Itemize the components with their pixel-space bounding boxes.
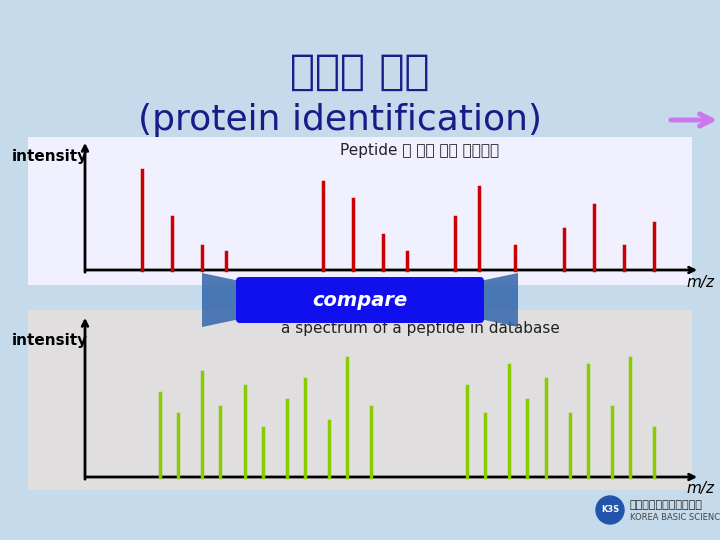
- Text: intensity: intensity: [12, 150, 88, 165]
- Text: intensity: intensity: [12, 333, 88, 348]
- Text: m/z: m/z: [686, 481, 714, 496]
- FancyBboxPatch shape: [28, 310, 692, 490]
- Text: Peptide 의 탄뎀 질량 스펙트럼: Peptide 의 탄뎀 질량 스펙트럼: [341, 143, 500, 158]
- FancyBboxPatch shape: [28, 137, 692, 285]
- Text: 단백질 동정: 단백질 동정: [290, 51, 430, 93]
- Text: (protein identification): (protein identification): [138, 103, 542, 137]
- Text: m/z: m/z: [686, 274, 714, 289]
- Text: K3S: K3S: [601, 505, 619, 515]
- Text: a spectrum of a peptide in database: a spectrum of a peptide in database: [281, 321, 559, 335]
- Text: KOREA BASIC SCIENCE INSTITUTE: KOREA BASIC SCIENCE INSTITUTE: [630, 514, 720, 523]
- Text: 한국기초과학지원연구원: 한국기초과학지원연구원: [630, 500, 703, 510]
- Polygon shape: [480, 273, 518, 327]
- Text: compare: compare: [312, 291, 408, 309]
- Polygon shape: [202, 273, 240, 327]
- FancyBboxPatch shape: [236, 277, 484, 323]
- Circle shape: [596, 496, 624, 524]
